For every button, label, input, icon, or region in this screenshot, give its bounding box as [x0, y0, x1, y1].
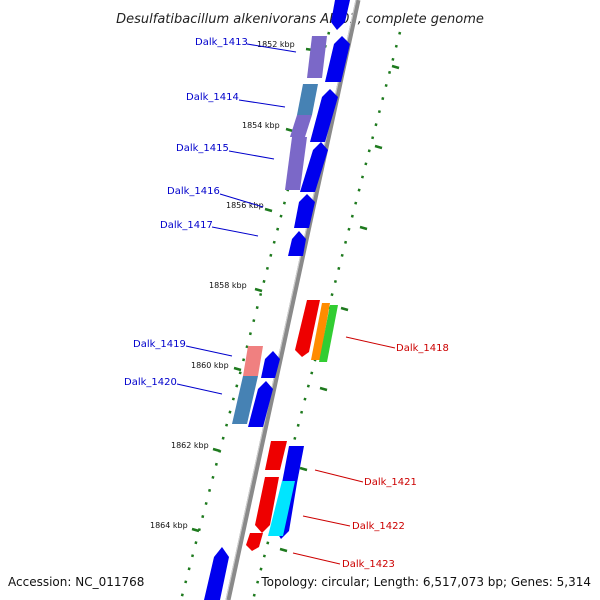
gene-arrow: [325, 36, 350, 82]
map-title: Desulfatibacillum alkenivorans AK-01, co…: [116, 12, 484, 27]
domain-box: [232, 376, 258, 424]
kbp-label: 1852 kbp: [257, 40, 295, 49]
gene-label: Dalk_1419: [133, 339, 186, 350]
domain-box: [297, 84, 318, 115]
kbp-label: 1856 kbp: [226, 201, 264, 210]
gene-arrow: [295, 300, 320, 357]
gene-arrow: [204, 547, 229, 600]
domain-box: [307, 36, 327, 78]
gene-label: Dalk_1413: [195, 37, 248, 48]
kbp-label: 1854 kbp: [242, 121, 280, 130]
leader-line: [228, 150, 275, 160]
major-tick: [299, 466, 308, 472]
major-tick: [264, 207, 273, 213]
kbp-label: 1858 kbp: [209, 281, 247, 290]
major-tick: [279, 547, 288, 553]
forward-gene-labels: Dalk_1413 Dalk_1414 Dalk_1415 Dalk_1416 …: [124, 37, 297, 395]
kbp-label: 1864 kbp: [150, 521, 188, 530]
gene-arrow: [265, 441, 287, 470]
gene-label: Dalk_1422: [352, 521, 405, 532]
major-tick: [359, 225, 368, 231]
major-tick: [391, 64, 400, 70]
major-tick: [374, 144, 383, 150]
leader-line: [238, 99, 286, 108]
gene-arrow: [248, 381, 273, 427]
genome-backbone: [225, 0, 361, 600]
major-tick: [233, 366, 242, 372]
accession-text: Accession: NC_011768: [8, 575, 144, 589]
domain-box: [268, 481, 295, 536]
gene-label: Dalk_1414: [186, 92, 239, 103]
reverse-gene-labels: Dalk_1418 Dalk_1421 Dalk_1422 Dalk_1423: [292, 336, 449, 570]
major-tick: [340, 306, 349, 312]
gene-label: Dalk_1421: [364, 477, 417, 488]
major-tick: [319, 386, 328, 392]
reverse-genes: [246, 300, 338, 551]
gene-arrow: [319, 305, 338, 362]
gene-arrow: [255, 477, 279, 533]
leader-line: [314, 469, 364, 483]
forward-genes: [204, 0, 350, 600]
gene-arrow: [288, 231, 306, 256]
leader-line: [246, 43, 297, 53]
gene-label: Dalk_1417: [160, 220, 213, 231]
gene-arrow: [310, 89, 338, 142]
major-tick: [285, 127, 294, 133]
kbp-label: 1862 kbp: [171, 441, 209, 450]
gene-label: Dalk_1423: [342, 559, 395, 570]
gene-label: Dalk_1415: [176, 143, 229, 154]
leader-line: [176, 383, 223, 395]
leader-line: [345, 336, 396, 349]
gene-label: Dalk_1418: [396, 343, 449, 354]
major-tick: [254, 287, 263, 293]
kbp-label: 1860 kbp: [191, 361, 229, 370]
kbp-labels: 1852 kbp 1854 kbp 1856 kbp 1858 kbp 1860…: [150, 40, 295, 530]
major-tick: [191, 527, 200, 533]
gene-arrow: [261, 351, 280, 378]
major-tick: [212, 447, 221, 453]
leader-line: [302, 515, 351, 527]
domain-box: [290, 115, 312, 137]
domain-box: [285, 137, 307, 190]
domain-box: [243, 346, 263, 376]
gene-arrow: [331, 0, 350, 30]
gene-arrow: [300, 142, 328, 192]
gene-arrow: [246, 533, 263, 551]
gene-arrow: [282, 446, 304, 483]
topology-text: Topology: circular; Length: 6,517,073 bp…: [260, 575, 591, 589]
leader-line: [292, 552, 341, 565]
gene-label: Dalk_1420: [124, 377, 177, 388]
major-ticks: [191, 47, 400, 553]
gene-arrow: [294, 194, 315, 228]
leader-line: [219, 193, 264, 208]
gene-label: Dalk_1416: [167, 186, 220, 197]
gene-arrow: [311, 303, 330, 360]
leader-line: [211, 226, 259, 237]
leader-line: [185, 345, 233, 357]
